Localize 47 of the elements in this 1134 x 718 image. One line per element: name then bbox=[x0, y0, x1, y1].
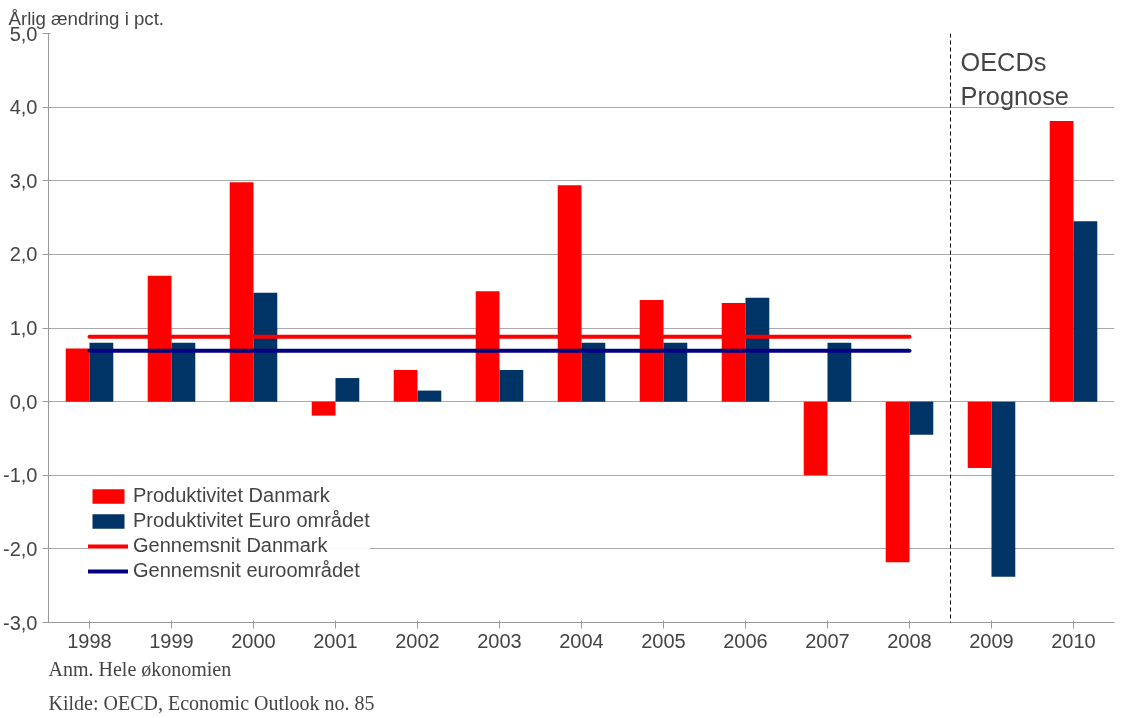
x-tick-label: 2000 bbox=[231, 629, 276, 652]
bar bbox=[335, 378, 360, 402]
x-tick-label: 2001 bbox=[313, 629, 358, 652]
bar bbox=[65, 348, 90, 402]
bar bbox=[967, 401, 992, 468]
bar bbox=[909, 401, 934, 435]
legend-label: Gennemsnit Danmark bbox=[133, 534, 328, 557]
x-tick-label: 2009 bbox=[969, 629, 1014, 652]
x-tick-label: 2002 bbox=[395, 629, 440, 652]
x-tick-label: 2008 bbox=[887, 629, 932, 652]
y-tick-label: 1,0 bbox=[9, 317, 38, 339]
y-tick-label: 4,0 bbox=[9, 96, 38, 119]
ref-line-label: OECDs Prognose bbox=[960, 47, 1069, 110]
bar bbox=[417, 390, 442, 402]
legend-label: Gennemsnit euroområdet bbox=[133, 559, 360, 582]
bar bbox=[499, 369, 524, 402]
bar bbox=[393, 369, 418, 402]
bar bbox=[171, 342, 196, 402]
x-tick-label: 1999 bbox=[149, 629, 194, 652]
x-tick-label: 2005 bbox=[641, 629, 686, 652]
y-tick-label: -1,0 bbox=[3, 464, 38, 487]
x-tick-label: 2007 bbox=[805, 629, 850, 652]
text: Kilde: OECD, Economic Outlook no. 85 bbox=[48, 691, 375, 714]
y-tick-label: -2,0 bbox=[3, 537, 38, 560]
text: Anm. Hele økonomien bbox=[48, 657, 232, 680]
legend-label: Produktivitet Euro området bbox=[133, 509, 370, 532]
y-tick-label: 0,0 bbox=[9, 390, 38, 413]
bar bbox=[827, 342, 852, 402]
bar bbox=[581, 342, 606, 402]
y-tick-label: 3,0 bbox=[9, 169, 38, 192]
x-tick-label: 2003 bbox=[477, 629, 522, 652]
bar bbox=[1073, 221, 1098, 402]
bar bbox=[311, 401, 336, 416]
y-tick-label: 2,0 bbox=[9, 243, 38, 266]
bar bbox=[885, 401, 910, 563]
y-tick-label: -3,0 bbox=[3, 611, 38, 634]
bar bbox=[89, 342, 114, 402]
x-tick-label: 2010 bbox=[1051, 629, 1096, 652]
bar bbox=[991, 401, 1016, 577]
x-tick-label: 2006 bbox=[723, 629, 768, 652]
x-tick-label: 1998 bbox=[67, 629, 112, 652]
bar bbox=[663, 342, 688, 402]
legend-label: Produktivitet Danmark bbox=[133, 484, 330, 507]
bar bbox=[1049, 121, 1074, 402]
x-tick-label: 2004 bbox=[559, 629, 604, 652]
bar bbox=[803, 401, 828, 476]
bar bbox=[253, 292, 278, 402]
